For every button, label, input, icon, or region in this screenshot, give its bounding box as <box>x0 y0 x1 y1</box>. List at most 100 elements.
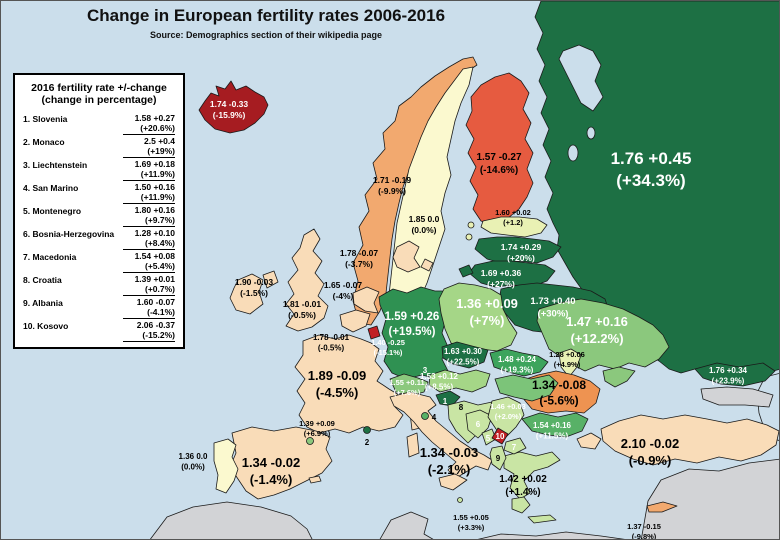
country-portugal <box>213 438 239 494</box>
turkey-thrace <box>576 432 602 450</box>
page-subtitle: Source: Demographics section of their wi… <box>149 30 383 40</box>
marker-number-10: 10 <box>496 432 505 441</box>
value-label-lithuania: 1.69 +0.36 (+27%) <box>481 268 522 289</box>
legend-item: 1. Slovenia 1.58 +0.27 (+20.6%) <box>23 113 175 135</box>
legend-item: 10. Kosovo 2.06 -0.37 (-15.2%) <box>23 320 175 342</box>
value-label-finland: 1.57 -0.27 (-14.6%) <box>476 152 521 176</box>
country-cyprus <box>646 501 678 513</box>
white-sea <box>558 44 604 112</box>
legend-country-value: 2.5 +0.4 (+19%) <box>123 136 175 158</box>
legend-box: 2016 fertility rate +/-change (change in… <box>13 73 185 349</box>
value-label-russia: 1.76 +0.45 (+34.3%) <box>611 149 692 190</box>
value-label-sweden: 1.85 0.0 (0.0%) <box>409 214 440 235</box>
country-albania <box>489 445 507 471</box>
country-kosovo <box>491 427 509 445</box>
numbered-country-markers: 1 2 3 4 56 7 8 9 10 <box>365 366 517 463</box>
value-label-norway: 1.71 -0.19 (-9.9%) <box>373 175 412 196</box>
value-label-luxembourg: 1.40 -0.25 (-15.1%) <box>371 338 405 357</box>
balearic-islands <box>308 475 322 484</box>
country-uk <box>285 228 329 332</box>
legend-title-line1: 2016 fertility rate +/-change <box>31 82 167 94</box>
country-poland <box>438 282 518 352</box>
country-lithuania <box>468 260 556 288</box>
lake-ladoga <box>567 144 579 162</box>
marker-number-2: 2 <box>365 438 370 447</box>
value-label-netherlands: 1.65 -0.07 (-4%) <box>324 280 363 301</box>
armenia-azerbaijan <box>700 386 774 408</box>
country-slovenia <box>435 390 461 407</box>
legend-country-value: 1.50 +0.16 (+11.9%) <box>123 182 175 204</box>
sardinia <box>406 432 420 458</box>
andorra-dot <box>306 437 314 445</box>
marker-number-6: 6 <box>476 420 481 429</box>
legend-country-value: 1.80 +0.16 (+9.7%) <box>123 205 175 227</box>
legend-item: 8. Croatia 1.39 +0.01 (+0.7%) <box>23 274 175 296</box>
value-label-moldova: 1.28 +0.06 (+4.9%) <box>549 350 585 369</box>
value-label-cyprus: 1.37 -0.15 (-9.8%) <box>627 522 661 540</box>
legend-item: 2. Monaco 2.5 +0.4 (+19%) <box>23 136 175 158</box>
country-georgia <box>694 362 776 387</box>
country-bosnia <box>465 409 493 439</box>
value-label-serbia: 1.46 +0.03 (+2.0%) <box>490 402 526 421</box>
denmark-island <box>420 258 434 272</box>
value-label-czechia: 1.63 +0.30 (+22.5%) <box>444 347 483 366</box>
middle-east <box>640 458 779 539</box>
marker-number-4: 4 <box>432 413 437 422</box>
country-estonia <box>480 216 548 238</box>
legend-item: 4. San Marino 1.50 +0.16 (+11.9%) <box>23 182 175 204</box>
legend-country-value: 1.60 -0.07 (-4.1%) <box>123 297 175 319</box>
country-greece <box>503 451 561 500</box>
marker-number-8: 8 <box>459 403 464 412</box>
malta-dot <box>457 497 463 503</box>
country-italy <box>389 391 493 479</box>
legend-country-value: 1.58 +0.27 (+20.6%) <box>123 113 175 135</box>
value-label-belarus: 1.73 +0.40 (+30%) <box>530 296 575 319</box>
value-label-greece: 1.42 +0.02 (+1.4%) <box>499 474 547 498</box>
country-austria <box>428 369 491 393</box>
country-slovakia <box>489 348 549 377</box>
legend-item: 9. Albania 1.60 -0.07 (-4.1%) <box>23 297 175 319</box>
value-label-romania: 1.34 -0.08 (-5.6%) <box>532 378 586 408</box>
estonian-island-2 <box>465 233 473 241</box>
country-ireland <box>229 273 264 315</box>
legend-country-name: 10. Kosovo <box>23 321 69 331</box>
marker-number-5: 5 <box>486 434 491 443</box>
country-iceland <box>198 80 269 134</box>
country-moldova <box>558 348 582 378</box>
legend-title: 2016 fertility rate +/-change (change in… <box>23 82 175 106</box>
country-value-labels: 1.74 -0.33 (-15.9%) 1.71 -0.19 (-9.9%) 1.85 … <box>179 99 748 540</box>
country-hungary <box>494 374 559 402</box>
legend-item: 6. Bosnia-Herzegovina 1.28 +0.10 (+8.4%) <box>23 228 175 250</box>
legend-country-name: 9. Albania <box>23 298 63 308</box>
page-title: Change in European fertility rates 2006-… <box>86 6 446 25</box>
value-label-belgium: 1.78 -0.01 (-0.5%) <box>313 333 350 352</box>
value-label-turkey: 2.10 -0.02 (-0.9%) <box>621 436 680 468</box>
crimea <box>602 366 636 388</box>
legend-country-value: 1.69 +0.18 (+11.9%) <box>123 159 175 181</box>
country-luxembourg <box>367 325 381 340</box>
country-czechia <box>441 341 489 369</box>
lake-onega <box>586 126 596 140</box>
legend-country-name: 4. San Marino <box>23 183 79 193</box>
value-label-latvia: 1.74 +0.29 (+20%) <box>501 242 542 263</box>
sicily <box>438 473 468 491</box>
libya-egypt-coast <box>477 531 625 539</box>
legend-item: 5. Montenegro 1.80 +0.16 (+9.7%) <box>23 205 175 227</box>
country-germany <box>378 286 449 380</box>
country-latvia <box>474 236 562 264</box>
country-switzerland <box>389 373 429 397</box>
country-finland <box>465 72 534 226</box>
country-norway <box>352 56 478 326</box>
value-label-slovakia: 1.48 +0.24 (+19.3%) <box>498 355 537 374</box>
value-label-spain: 1.34 -0.02 (-1.4%) <box>242 455 301 487</box>
legend-country-value: 2.06 -0.37 (-15.2%) <box>123 320 175 342</box>
kaliningrad <box>458 264 474 278</box>
peloponnese <box>511 496 531 514</box>
north-africa <box>150 501 313 539</box>
country-netherlands <box>352 286 380 314</box>
marker-number-1: 1 <box>443 397 448 406</box>
marker-number-9: 9 <box>496 454 501 463</box>
legend-item: 7. Macedonia 1.54 +0.08 (+5.4%) <box>23 251 175 273</box>
value-label-france: 1.89 -0.09 (-4.5%) <box>308 368 367 400</box>
